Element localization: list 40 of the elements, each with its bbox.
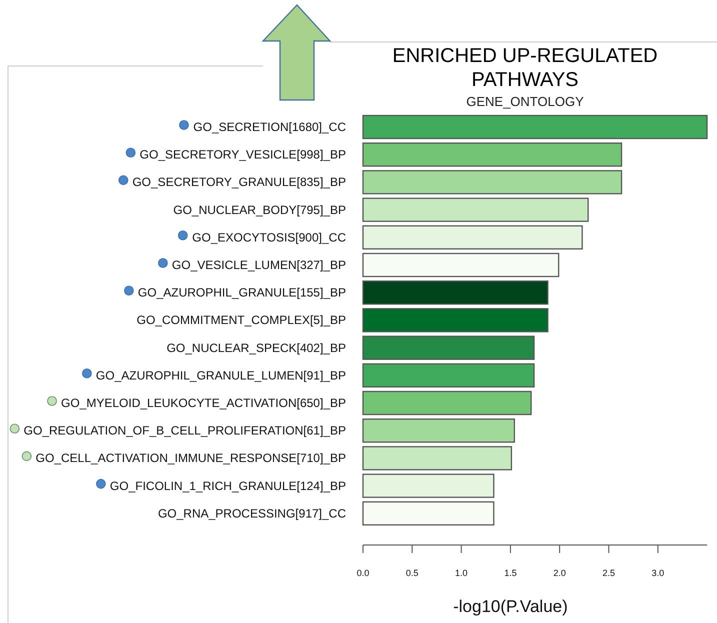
bar xyxy=(362,252,560,278)
bar xyxy=(362,308,548,332)
y-tick-label: GO_SECRETION[1680]_CC xyxy=(193,120,346,134)
y-tick-label: GO_COMMITMENT_COMPLEX[5]_BP xyxy=(136,313,346,328)
x-tick-label: 0.0 xyxy=(356,568,370,578)
y-tick-label: GO_MYELOID_LEUKOCYTE_ACTIVATION[650]_BP xyxy=(61,396,346,410)
y-tick-label: GO_EXOCYTOSIS[900]_CC xyxy=(192,230,346,244)
y-tick-label: GO_NUCLEAR_SPECK[402]_BP xyxy=(166,340,346,355)
y-tick-label: GO_FICOLIN_1_RICH_GRANULE[124]_BP xyxy=(110,478,346,493)
x-tick-label: 1.0 xyxy=(455,568,468,578)
bar xyxy=(362,114,708,140)
bar xyxy=(362,363,535,388)
bar xyxy=(362,474,494,498)
bar xyxy=(362,336,535,360)
x-tick-label: 2.5 xyxy=(602,568,616,578)
bar xyxy=(362,198,589,222)
x-tick-label: 0.5 xyxy=(406,568,418,578)
bar xyxy=(362,390,532,416)
bar xyxy=(362,142,622,167)
y-tick-label: GO_REGULATION_OF_B_CELL_PROLIFERATION[61]_BP xyxy=(24,424,346,438)
chart-title: ENRICHED UP-REGULATED PATHWAYS xyxy=(392,45,658,91)
y-tick-label: GO_VESICLE_LUMEN[327]_BP xyxy=(172,258,346,272)
y-tick-label: GO_NUCLEAR_BODY[795]_BP xyxy=(173,202,346,217)
y-tick-label: GO_CELL_ACTIVATION_IMMUNE_RESPONSE[710]_BP xyxy=(36,451,346,466)
bar xyxy=(362,280,548,305)
y-tick-label: GO_AZUROPHIL_GRANULE_LUMEN[91]_BP xyxy=(96,368,346,382)
x-axis-title: -log10(P.Value) xyxy=(453,597,568,616)
y-tick-label: GO_RNA_PROCESSING[917]_CC xyxy=(158,506,346,520)
x-tick-label: 1.5 xyxy=(504,568,517,578)
x-tick-label: 3.0 xyxy=(652,568,664,578)
y-tick-label: GO_SECRETORY_GRANULE[835]_BP xyxy=(132,175,346,190)
bar xyxy=(362,418,515,443)
y-tick-label: GO_AZUROPHIL_GRANULE[155]_BP xyxy=(138,286,346,300)
chart-subtitle: GENE_ONTOLOGY xyxy=(466,94,584,109)
bar xyxy=(362,501,494,526)
y-tick-label: GO_SECRETORY_VESICLE[998]_BP xyxy=(140,148,346,162)
bar xyxy=(362,446,512,470)
bar xyxy=(362,170,622,194)
x-tick-label: 2.0 xyxy=(553,568,566,578)
bar xyxy=(362,225,583,250)
